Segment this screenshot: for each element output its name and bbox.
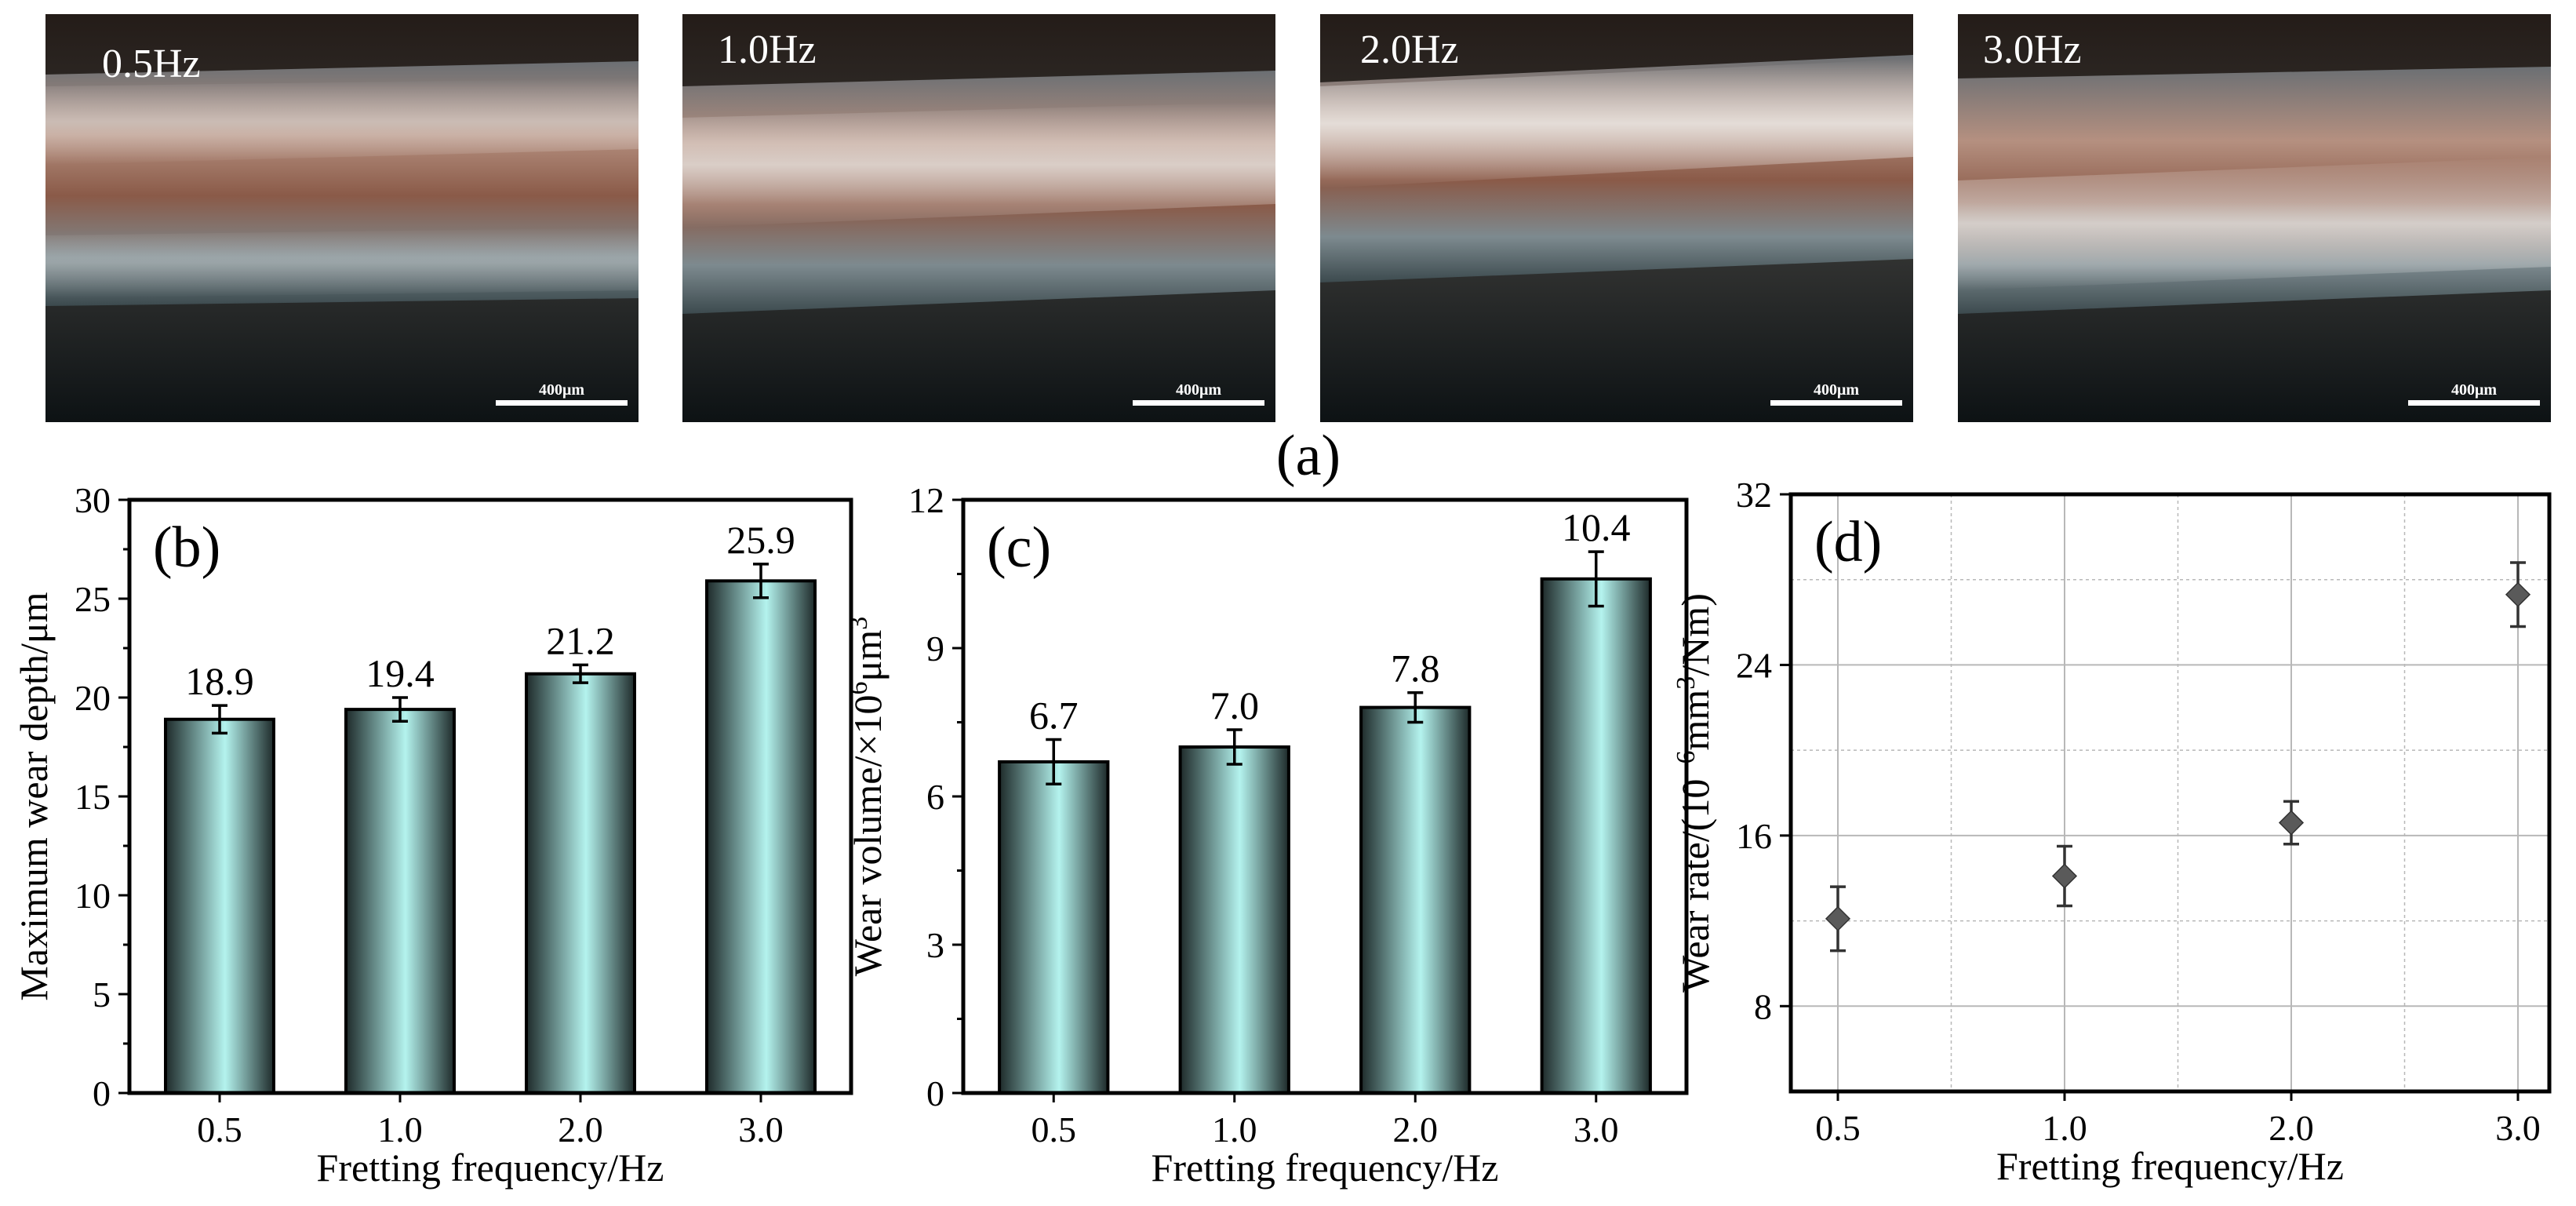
y-tick-label: 25 xyxy=(75,579,111,619)
y-tick-label: 5 xyxy=(93,975,111,1015)
y-axis-label: Wear rate/(10−6mm3/Nm) xyxy=(1672,593,1717,993)
bar xyxy=(1359,705,1472,1095)
y-axis-label: Maximum wear depth/μm xyxy=(12,592,56,1000)
data-label: 7.0 xyxy=(1210,683,1260,727)
x-tick-label: 3.0 xyxy=(2495,1108,2541,1148)
data-point xyxy=(2278,810,2305,836)
x-axis-label: Fretting frequency/Hz xyxy=(1152,1146,1499,1190)
x-tick-label: 3.0 xyxy=(1574,1109,1619,1150)
y-tick-label: 24 xyxy=(1736,645,1772,685)
micrograph-label: 3.0Hz xyxy=(1983,27,2082,72)
x-tick-label: 1.0 xyxy=(2042,1108,2087,1148)
y-tick-label: 20 xyxy=(75,678,111,718)
scale-bar xyxy=(2408,400,2540,406)
micrograph-1.0hz: 1.0Hz 400μm xyxy=(682,14,1275,422)
data-label: 10.4 xyxy=(1562,505,1631,549)
bar xyxy=(705,579,817,1095)
chart-wear-volume: 6.7 0.5 7.0 1.0 7.8 2.0 10.4 3.0 0 3 6 9 12 (c) Fretti… xyxy=(844,480,1689,1190)
panel-label: (d) xyxy=(1814,510,1882,574)
y-tick-label: 16 xyxy=(1736,816,1772,856)
scale-bar xyxy=(496,400,628,406)
scale-bar-label: 400μm xyxy=(2451,381,2497,399)
data-point xyxy=(2505,581,2531,607)
data-label: 21.2 xyxy=(546,618,615,662)
micrograph-label: 0.5Hz xyxy=(102,42,201,86)
y-tick-label: 0 xyxy=(93,1073,111,1113)
x-tick-label: 2.0 xyxy=(558,1109,603,1150)
y-tick-label: 30 xyxy=(75,480,111,520)
x-axis-label: Fretting frequency/Hz xyxy=(317,1146,664,1190)
data-label: 6.7 xyxy=(1029,694,1079,738)
y-tick-label: 10 xyxy=(75,876,111,916)
x-tick-label: 0.5 xyxy=(197,1109,242,1150)
y-tick-label: 32 xyxy=(1736,475,1772,515)
data-label: 19.4 xyxy=(366,651,435,695)
data-label: 7.8 xyxy=(1391,647,1440,690)
x-tick-label: 2.0 xyxy=(2269,1108,2314,1148)
x-tick-label: 1.0 xyxy=(377,1109,423,1150)
micrograph-label: 2.0Hz xyxy=(1360,27,1459,72)
bar xyxy=(1178,745,1290,1095)
y-tick-label: 3 xyxy=(926,925,944,965)
chart-wear-rate: 0.5 1.0 2.0 3.0 8 16 24 32 (d) Fretting frequency… xyxy=(1672,475,2552,1188)
x-tick-label: 0.5 xyxy=(1031,1109,1077,1150)
micrograph-2.0hz: 2.0Hz 400μm xyxy=(1320,14,1913,422)
plot-frame xyxy=(1788,492,2552,1094)
panel-label: (c) xyxy=(987,516,1051,580)
plot-frame xyxy=(961,497,1689,1095)
bar xyxy=(525,672,636,1095)
y-tick-label: 6 xyxy=(926,777,944,817)
micrograph-row: 0.5Hz 400μm 1.0Hz 400μm 2.0Hz 400μm xyxy=(45,14,2551,488)
scale-bar-label: 400μm xyxy=(1176,381,1221,399)
scale-bar-label: 400μm xyxy=(1814,381,1859,399)
x-tick-label: 2.0 xyxy=(1393,1109,1439,1150)
panel-label-a: (a) xyxy=(1276,424,1341,488)
micrograph-3.0hz: 3.0Hz 400μm xyxy=(1958,14,2551,422)
scale-bar xyxy=(1770,400,1902,406)
y-axis-label: Wear volume/×106μm3 xyxy=(844,617,890,977)
bar xyxy=(164,717,275,1095)
data-point xyxy=(2051,863,2078,889)
micrograph-label: 1.0Hz xyxy=(718,27,817,72)
panel-label: (b) xyxy=(153,516,220,580)
y-tick-label: 15 xyxy=(75,777,111,817)
scale-bar xyxy=(1133,400,1264,406)
x-tick-label: 0.5 xyxy=(1815,1108,1861,1148)
x-tick-label: 1.0 xyxy=(1212,1109,1257,1150)
y-tick-label: 9 xyxy=(926,629,944,669)
x-tick-label: 3.0 xyxy=(738,1109,784,1150)
plot-frame xyxy=(127,497,853,1095)
bar xyxy=(344,708,456,1095)
data-label: 25.9 xyxy=(726,518,795,562)
micrograph-0.5hz: 0.5Hz 400μm xyxy=(45,14,639,422)
bar xyxy=(1540,577,1652,1095)
data-label: 18.9 xyxy=(185,659,254,703)
y-tick-label: 12 xyxy=(908,480,944,520)
y-tick-label: 0 xyxy=(926,1073,944,1113)
chart-wear-depth: 18.9 0.5 19.4 1.0 21.2 2.0 25.9 3.0 0 5 10 15 20 25 30… xyxy=(12,480,853,1190)
data-point xyxy=(1825,905,1851,931)
x-axis-label: Fretting frequency/Hz xyxy=(1996,1144,2344,1188)
y-tick-label: 8 xyxy=(1754,986,1772,1026)
bar xyxy=(998,760,1110,1095)
scale-bar-label: 400μm xyxy=(539,381,584,399)
